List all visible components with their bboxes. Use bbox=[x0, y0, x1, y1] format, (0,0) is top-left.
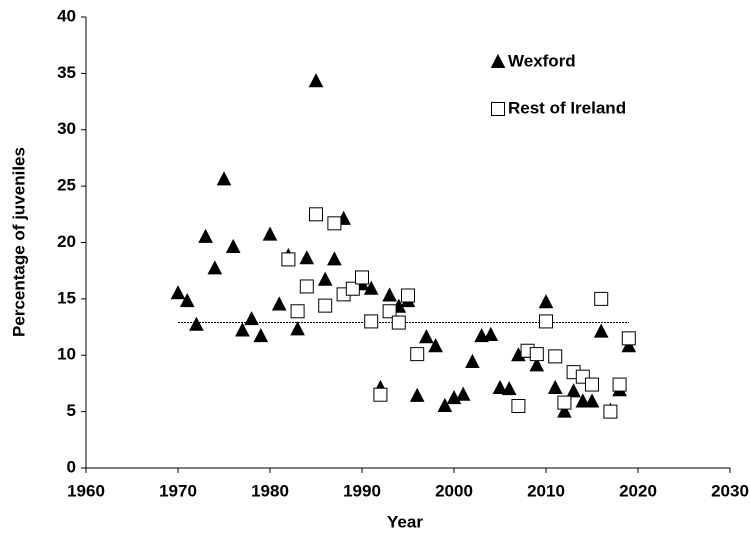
triangle-marker bbox=[584, 393, 600, 408]
triangle-marker bbox=[492, 379, 508, 394]
triangle-marker bbox=[465, 353, 480, 369]
y-tick-label: 15 bbox=[57, 288, 76, 307]
triangle-marker bbox=[363, 280, 379, 295]
triangle-marker bbox=[235, 322, 250, 337]
triangle-marker bbox=[262, 226, 278, 241]
square-marker bbox=[529, 347, 544, 362]
triangle-marker bbox=[428, 338, 443, 353]
triangle-marker bbox=[299, 250, 315, 265]
square-marker bbox=[391, 315, 406, 330]
square-marker bbox=[410, 347, 425, 362]
triangle-marker bbox=[501, 380, 517, 396]
triangle-marker bbox=[382, 287, 397, 302]
y-tick-label: 10 bbox=[57, 345, 76, 364]
triangle-marker bbox=[455, 386, 471, 401]
square-marker bbox=[557, 395, 572, 410]
square-marker bbox=[327, 216, 342, 231]
square-marker bbox=[281, 252, 296, 267]
triangle-marker bbox=[179, 293, 195, 308]
triangle-marker bbox=[253, 327, 269, 343]
square-marker bbox=[511, 398, 526, 413]
square-marker bbox=[539, 314, 553, 329]
square-marker bbox=[355, 270, 369, 285]
square-marker bbox=[382, 304, 397, 319]
y-tick-label: 30 bbox=[57, 119, 76, 138]
x-tick-label: 2010 bbox=[527, 481, 565, 500]
square-marker bbox=[603, 404, 618, 419]
triangle-marker bbox=[409, 387, 425, 402]
triangle-marker bbox=[557, 403, 572, 418]
triangle-marker bbox=[575, 393, 591, 408]
square-marker bbox=[612, 377, 627, 392]
y-tick-label: 40 bbox=[57, 6, 76, 25]
triangle-marker bbox=[593, 323, 609, 338]
triangle-marker bbox=[216, 171, 232, 186]
triangle-marker bbox=[198, 228, 213, 243]
x-axis-title: Year bbox=[387, 512, 423, 531]
triangle-marker bbox=[290, 321, 305, 336]
square-marker bbox=[585, 377, 599, 392]
triangle-marker bbox=[483, 326, 499, 341]
square-marker bbox=[373, 387, 388, 402]
triangle-marker bbox=[566, 383, 581, 398]
square-marker bbox=[548, 349, 563, 364]
triangle-marker bbox=[225, 238, 241, 254]
square-marker bbox=[491, 102, 505, 116]
triangle-marker bbox=[419, 329, 434, 344]
square-marker bbox=[290, 304, 305, 319]
triangle-marker bbox=[327, 251, 342, 266]
x-tick-label: 1990 bbox=[343, 481, 381, 500]
square-marker bbox=[309, 207, 323, 222]
triangle-marker bbox=[271, 296, 287, 311]
y-tick-label: 5 bbox=[67, 401, 76, 420]
square-marker bbox=[299, 279, 314, 294]
legend-label: Rest of Ireland bbox=[508, 98, 626, 117]
x-tick-label: 2030 bbox=[711, 481, 749, 500]
square-marker bbox=[364, 314, 379, 329]
y-axis-title: Percentage of juveniles bbox=[9, 147, 28, 337]
triangle-marker bbox=[490, 53, 506, 68]
triangle-marker bbox=[244, 311, 259, 326]
triangle-marker bbox=[529, 357, 545, 372]
square-marker bbox=[401, 288, 415, 303]
x-tick-label: 1980 bbox=[251, 481, 289, 500]
y-tick-label: 0 bbox=[67, 457, 76, 476]
legend-label: Wexford bbox=[508, 51, 576, 70]
triangle-marker bbox=[437, 397, 453, 412]
triangle-marker bbox=[308, 73, 324, 88]
y-tick-label: 20 bbox=[57, 232, 76, 251]
x-tick-label: 1960 bbox=[67, 481, 105, 500]
square-marker bbox=[621, 331, 636, 346]
triangle-marker bbox=[207, 260, 223, 275]
x-tick-label: 2000 bbox=[435, 481, 473, 500]
triangle-marker bbox=[317, 271, 333, 286]
triangle-marker bbox=[189, 316, 204, 331]
triangle-marker bbox=[170, 285, 186, 300]
triangle-marker bbox=[547, 379, 563, 394]
y-tick-label: 35 bbox=[57, 63, 76, 82]
square-marker bbox=[318, 298, 333, 313]
x-tick-label: 2020 bbox=[619, 481, 657, 500]
triangle-marker bbox=[538, 294, 554, 309]
square-marker bbox=[594, 291, 609, 306]
x-tick-label: 1970 bbox=[159, 481, 197, 500]
triangle-marker bbox=[621, 338, 637, 353]
y-tick-label: 25 bbox=[57, 176, 76, 195]
square-marker bbox=[345, 281, 360, 296]
